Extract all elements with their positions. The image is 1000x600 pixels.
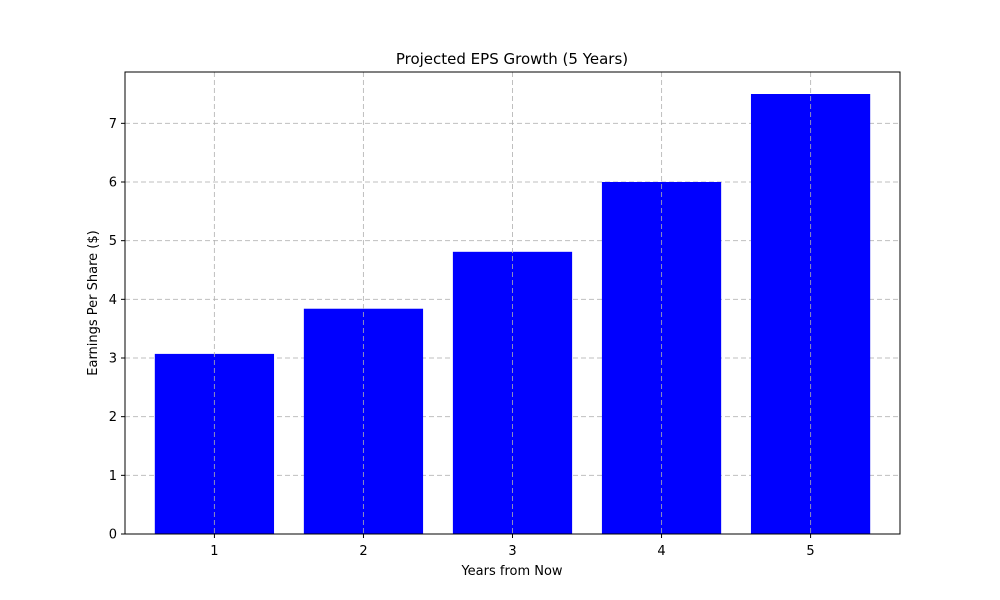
y-axis: 0 1 2 3 4 5 6 7	[109, 117, 125, 543]
x-axis-label: Years from Now	[460, 564, 562, 579]
chart-title: Projected EPS Growth (5 Years)	[396, 50, 628, 68]
x-axis: 1 2 3 4 5	[210, 534, 815, 559]
y-tick-label: 0	[109, 528, 117, 543]
x-tick-label: 5	[806, 544, 814, 559]
y-tick-label: 1	[109, 469, 117, 484]
y-tick-label: 7	[109, 117, 117, 132]
vertical-grid-lines	[213, 72, 812, 534]
y-tick-label: 2	[109, 410, 117, 425]
y-axis-label: Earnings Per Share ($)	[86, 230, 101, 375]
x-tick-label: 1	[210, 544, 218, 559]
y-tick-label: 4	[109, 293, 117, 308]
x-tick-label: 2	[359, 544, 367, 559]
y-tick-label: 5	[109, 234, 117, 249]
x-tick-label: 3	[508, 544, 516, 559]
x-tick-label: 4	[657, 544, 665, 559]
y-tick-label: 3	[109, 352, 117, 367]
y-tick-label: 6	[109, 176, 117, 191]
